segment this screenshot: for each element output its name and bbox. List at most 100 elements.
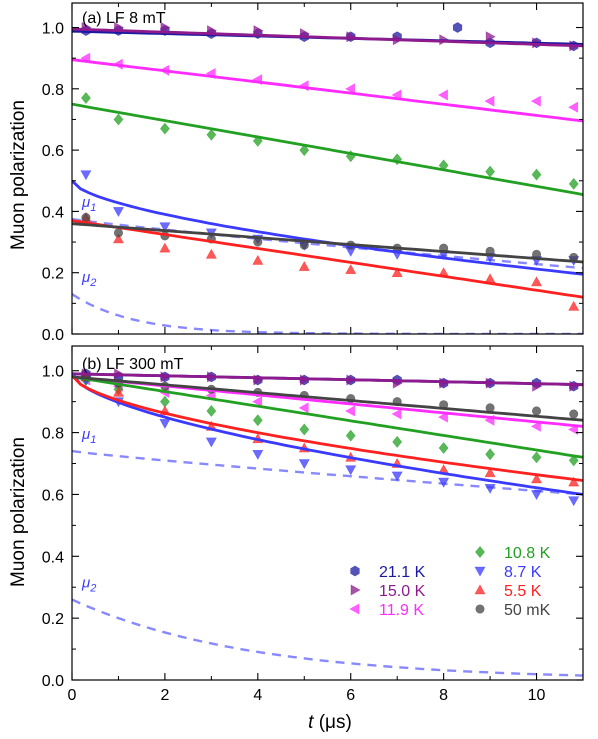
panel-a-yticks: 0.0 0.2 0.4 0.6 0.8 1.0 [42, 21, 583, 344]
panel-a-point [568, 300, 580, 311]
panel-b-point [438, 411, 448, 423]
legend-label: 8.7 K [504, 564, 542, 581]
panel-b-fit-line [72, 374, 583, 482]
panel-b-point [206, 404, 217, 417]
panel-a-point [299, 144, 310, 157]
panel-b-xtick-label: 0 [68, 687, 77, 704]
panel-a-ytick-label: 0.6 [42, 143, 64, 160]
xlabel-symbol: t [308, 712, 314, 733]
panel-a-ytick-label: 1.0 [42, 21, 64, 38]
panel-b-fit-line [72, 372, 583, 387]
panel-a-point [452, 22, 463, 33]
panel-a-point [485, 31, 496, 43]
panel-b-point [252, 449, 264, 460]
panel-a-point [438, 89, 448, 101]
panel-b-component-2-curve [72, 598, 583, 677]
panel-a-point [391, 267, 403, 278]
panel-b-ytick-label: 0.6 [42, 487, 64, 504]
panel-b-xtick-label: 10 [528, 687, 546, 704]
panel-b-fit-line [72, 375, 583, 422]
panel-b-point [531, 451, 542, 464]
panel-b-point [531, 490, 543, 501]
panel-a-point [159, 222, 171, 233]
legend-label: 21.1 K [379, 564, 426, 581]
panel-a-ytick-label: 0.8 [42, 82, 64, 99]
panel-b-point [531, 473, 543, 484]
panel-b-point [252, 396, 263, 408]
panel-a-frame [71, 2, 584, 335]
panel-b-point [112, 386, 124, 397]
panel-b-ytick-label: 0.0 [42, 673, 64, 690]
xlabel: t (μs) [308, 712, 352, 733]
panel-a-component-2-label: μ2 [81, 269, 96, 289]
legend-marker [475, 604, 485, 614]
panel-b-point [568, 454, 579, 467]
panel-b-point [530, 420, 541, 432]
panel-b-point [345, 429, 356, 442]
panel-a-point [81, 212, 91, 223]
panel-a-point [298, 260, 310, 271]
legend-label: 50 mK [504, 602, 551, 619]
panel-a-xticks [71, 3, 538, 334]
panel-b-point [345, 465, 357, 476]
panel-b-point [159, 419, 171, 429]
panel-b-point [298, 402, 309, 414]
panel-b-plot-area: μ1 μ2 [72, 368, 583, 677]
panel-a-fit-line [72, 219, 583, 299]
panel-b-point [205, 437, 217, 448]
panel-b-point [391, 408, 402, 420]
panel-a-point [484, 95, 495, 107]
panel-b-component-2-label: μ2 [81, 575, 96, 595]
panel-b: μ1 μ2 (b) LF 300 mT 0.0 0.2 0.4 0.6 0.8 1.0 0 2… [42, 345, 584, 704]
panel-b-xtick-label: 6 [346, 687, 355, 704]
panel-a-point [531, 276, 543, 287]
legend-label: 5.5 K [504, 583, 542, 600]
panel-b-point [252, 414, 263, 427]
panel-b-point [438, 442, 449, 455]
legend-label: 11.9 K [379, 602, 424, 619]
panel-a-fit-line [72, 58, 583, 123]
panel-b-fit-line [72, 372, 583, 496]
panel-a-point [568, 101, 579, 113]
legend-marker [350, 584, 361, 596]
panel-a-point [345, 83, 356, 95]
panel-b-point [391, 471, 403, 482]
panel-b-title: (b) LF 300 mT [82, 356, 184, 373]
panel-a-fit-line [72, 222, 583, 264]
legend-marker [350, 565, 360, 577]
legend-label: 15.0 K [379, 583, 426, 600]
panel-a-point [568, 177, 579, 190]
panel-a-fit-line [72, 102, 583, 196]
legend-marker [474, 566, 486, 577]
panel-a-data-layer [72, 22, 583, 334]
panel-b-ytick-label: 0.4 [42, 549, 64, 566]
panel-b-point [392, 435, 403, 448]
panel-a-point [530, 95, 541, 107]
panel-b-ytick-label: 0.2 [42, 611, 64, 628]
panel-a-point [345, 264, 357, 274]
panel-b-data-layer [72, 368, 583, 677]
panel-a-title: (a) LF 8 mT [82, 10, 166, 27]
panel-b-point [299, 423, 310, 436]
panel-a-point [160, 22, 171, 34]
panel-a-point [113, 113, 124, 126]
panel-a-point [80, 170, 92, 181]
legend: 21.1 K 15.0 K 11.9 K 10.8 K 8.7 K 5.5 K 50 mK [349, 545, 551, 619]
xlabel-unit: (μs) [313, 712, 351, 733]
ylabel-top: Muon polarization [8, 100, 29, 250]
panel-a-point [253, 25, 264, 37]
panel-b-frame [71, 345, 584, 681]
panel-b-xtick-label: 4 [253, 687, 262, 704]
panel-b-point [568, 476, 580, 487]
panel-b-component-1-label: μ1 [81, 426, 96, 446]
panel-b-xtick-label: 8 [439, 687, 448, 704]
panel-b-ytick-label: 1.0 [42, 364, 64, 381]
panel-a-fit-line [72, 27, 583, 48]
panel-a: μ1 μ2 (a) LF 8 mT 0.0 0.2 0.4 0.6 0.8 1.0 [42, 2, 584, 344]
panel-a-point [252, 254, 264, 265]
panel-a-point [112, 233, 124, 244]
panel-a-point [206, 128, 217, 141]
panel-a-component-1-label: μ1 [81, 194, 96, 214]
panel-b-ytick-label: 0.8 [42, 426, 64, 443]
